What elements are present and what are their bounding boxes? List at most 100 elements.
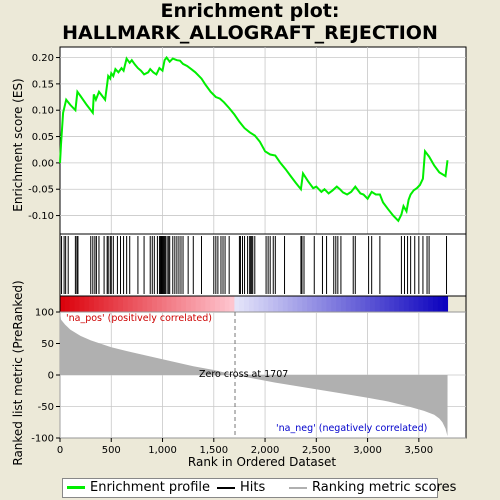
heat-bar-segment [200,296,206,312]
rank-x-tick-label: 3,500 [405,445,434,456]
es-panel: 0.20 0.15 0.10 0.05 0.00 -0.05 -0.10 Enrichmen… [11,46,467,235]
neg-label: 'na_neg' (negatively correlated) [276,423,427,434]
chart-title: Enrichment plot: HALLMARK_ALLOGRAFT_REJE… [0,0,500,44]
heat-bar-segment [321,296,327,312]
legend-item-hits: Hits [217,480,265,495]
heat-bar-segment [389,296,395,312]
heat-bar-segment [84,296,90,312]
heat-bar-segment [181,296,187,312]
es-y-tick-label: -0.10 [28,211,54,222]
heat-bar-segment [273,296,279,312]
heat-bar-segment [253,296,260,312]
pos-label: 'na_pos' (positively correlated) [66,313,212,324]
ranking-heat-bar [59,295,467,313]
rank-y-ticks: 100 50 0 -50 -100 [31,308,60,445]
heat-bar-segment [156,296,163,312]
rank-y-tick-label: 50 [41,339,54,350]
heat-bar-segment [384,296,390,312]
heat-bar-segment [132,296,139,312]
heat-bar-segment [340,296,347,312]
heat-bar-segment [166,296,172,312]
rank-y-axis-label: Ranked list metric (PreRanked) [11,280,25,465]
rank-y-tick-label: 0 [48,371,54,382]
heat-bar-segment [394,296,400,312]
heat-bar-segment [350,296,357,312]
heat-bar-segment [326,296,332,312]
heat-bar-segment [268,296,274,312]
heat-bar-segment [137,296,143,312]
heat-bar-segment [302,296,308,312]
rank-x-ticks: 0 500 1,000 1,500 2,000 2,500 3,000 3,500 [57,438,433,456]
es-gridlines [60,47,466,234]
heat-bar-segment [355,296,361,312]
heat-bar-segment [292,296,298,312]
legend-swatch-enrichment [67,486,85,489]
heat-bar-segment [331,296,337,312]
heat-bar-segment [287,296,294,312]
heat-bar-segment [336,296,342,312]
heat-bar-segment [403,296,410,312]
heat-bar-segment [205,296,211,312]
heat-bar-segment [60,296,66,312]
heat-bar-segment [311,296,318,312]
rank-x-axis-label: Rank in Ordered Dataset [188,455,336,469]
heat-bar-segment [152,296,158,312]
heat-bar-segment [108,296,114,312]
heat-bar-segment [365,296,371,312]
rank-x-tick-label: 1,000 [148,445,177,456]
es-plot-area [59,46,467,235]
heat-bar-segment [234,296,240,312]
zero-cross-label: Zero cross at 1707 [199,369,288,380]
legend-swatch-hits [217,486,235,489]
heat-bar-segment [210,296,216,312]
heat-bar-segment [113,296,119,312]
heat-bar-segment [89,296,95,312]
heat-bar-segment [370,296,376,312]
heat-bar-segment [248,296,255,312]
chart-title-line2: HALLMARK_ALLOGRAFT_REJECTION [62,22,438,44]
heat-bar-segment [195,296,201,312]
heat-bar-segment [190,296,197,312]
heat-bar-segment [142,296,148,312]
heat-bar-segment [258,296,264,312]
heat-bar-segment [360,296,366,312]
heat-bar-segment [161,296,168,312]
rank-y-tick-label: -50 [38,402,54,413]
heat-bar-segment [239,296,245,312]
ranking-metric-area [60,312,448,437]
heat-bar-segment [103,296,109,312]
heat-bar-segment [244,296,250,312]
es-y-tick-label: 0.00 [32,158,54,169]
heat-bar-segment [69,296,76,312]
heat-bar-segment [423,296,429,312]
heat-bar-segment [219,296,226,312]
heat-bar-segment [282,296,289,312]
es-y-tick-label: -0.05 [28,185,54,196]
heat-bar-segment [345,296,352,312]
heat-bar-segment [277,296,284,312]
heat-bar-segment [263,296,269,312]
heat-bar-segment [418,296,424,312]
legend-label-hits: Hits [240,480,266,495]
rank-x-tick-label: 2,000 [251,445,280,456]
rank-y-tick-label: 100 [35,308,54,319]
legend-label-ranking: Ranking metric scores [312,480,457,495]
heat-bar-segment [442,296,449,312]
heat-bar-segment [229,296,235,312]
heat-bar-segment [98,296,105,312]
heat-bar-segment [374,296,381,312]
heat-bar-segment [64,296,71,312]
heat-bar-segment [433,296,439,312]
heat-bar-segment [437,296,444,312]
legend-label-enrichment: Enrichment profile [90,480,210,495]
hits-panel [59,233,467,313]
heat-bar-segment [224,296,231,312]
rank-x-tick-label: 2,500 [302,445,331,456]
heat-bar-segment [74,296,80,312]
heat-bar-segment [176,296,182,312]
heat-bar-segment [122,296,129,312]
enrichment-profile-line [59,55,449,223]
heat-bar-segment [307,296,313,312]
es-y-ticks: 0.20 0.15 0.10 0.05 0.00 -0.05 -0.10 [28,53,60,222]
es-y-tick-label: 0.05 [32,132,54,143]
